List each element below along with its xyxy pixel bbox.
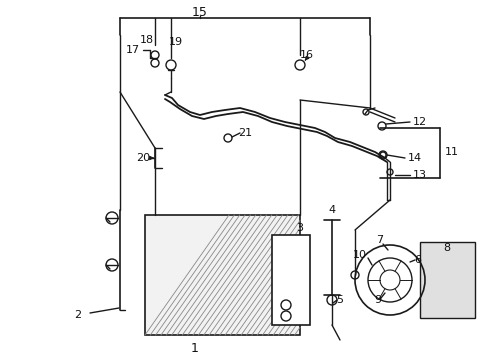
Bar [145, 215, 299, 335]
Text: 13: 13 [412, 170, 426, 180]
Text: 5: 5 [336, 295, 343, 305]
Text: 19: 19 [168, 37, 183, 47]
Text: 4: 4 [328, 205, 335, 215]
Text: 7: 7 [376, 235, 383, 245]
Bar [271, 235, 309, 325]
Text: 11: 11 [444, 147, 458, 157]
Text: 20: 20 [136, 153, 150, 163]
Text: 3: 3 [296, 223, 303, 233]
Text: 10: 10 [352, 250, 366, 260]
Text: 9: 9 [374, 295, 381, 305]
Text: 6: 6 [414, 255, 421, 265]
Text: 17: 17 [126, 45, 140, 55]
Text: 21: 21 [238, 128, 251, 138]
Bar [419, 242, 474, 318]
Text: 12: 12 [412, 117, 426, 127]
Text: 8: 8 [443, 243, 449, 253]
Text: 2: 2 [74, 310, 81, 320]
Text: 18: 18 [140, 35, 154, 45]
Text: 1: 1 [191, 342, 199, 355]
Text: 15: 15 [192, 5, 207, 18]
Text: 14: 14 [407, 153, 421, 163]
Text: 16: 16 [299, 50, 313, 60]
